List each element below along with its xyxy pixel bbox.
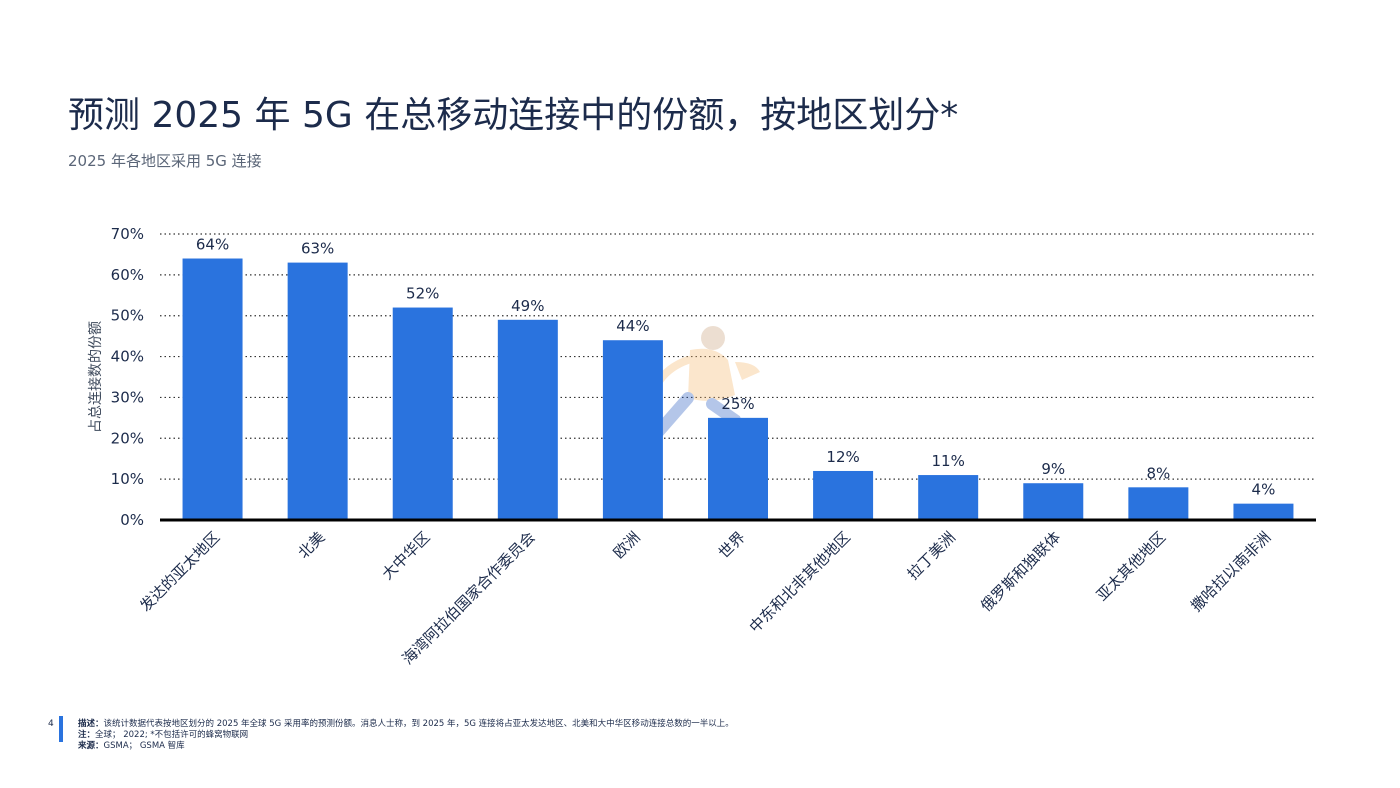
y-tick-label: 20% — [111, 429, 144, 447]
x-category-label: 发达的亚太地区 — [136, 528, 223, 615]
bar-chart: 0% 10% 20% 30% 40% 50% 60% 70% 64% 63% 52% 49% 44% 2… — [87, 225, 1316, 668]
bar — [602, 340, 663, 520]
y-axis-label: 占总连接数的份额 — [87, 321, 104, 433]
page-subtitle: 2025 年各地区采用 5G 连接 — [68, 152, 262, 170]
bar-value-label: 8% — [1146, 464, 1170, 482]
source-label: 来源： — [78, 741, 104, 751]
y-tick-label: 30% — [111, 388, 144, 406]
x-category-label: 大中华区 — [378, 528, 433, 583]
footer-note: 注：全球； 2022; *不包括许可的蜂窝物联网 — [78, 730, 248, 741]
y-tick-label: 50% — [111, 307, 144, 325]
y-axis-ticks: 0% 10% 20% 30% 40% 50% 60% 70% — [111, 225, 144, 529]
x-category-label: 亚太其他地区 — [1093, 528, 1169, 604]
y-tick-label: 60% — [111, 266, 144, 284]
description-text: 该统计数据代表按地区划分的 2025 年全球 5G 采用率的预测份额。消息人士称… — [103, 719, 734, 729]
footer-description: 描述：该统计数据代表按地区划分的 2025 年全球 5G 采用率的预测份额。消息… — [78, 719, 734, 730]
x-category-label: 中东和北非其他地区 — [746, 528, 854, 636]
bar — [918, 475, 979, 520]
note-label: 注： — [78, 730, 96, 740]
page-number: 4 — [48, 719, 54, 729]
x-category-label: 撒哈拉以南非洲 — [1187, 528, 1274, 615]
y-tick-label: 40% — [111, 348, 144, 366]
bar — [1128, 487, 1189, 520]
x-category-label: 拉丁美洲 — [904, 528, 959, 583]
bar — [392, 307, 453, 520]
footer-accent-bar — [59, 716, 63, 742]
bar-value-label: 64% — [196, 236, 229, 254]
y-tick-label: 0% — [120, 511, 144, 529]
bar — [813, 470, 874, 520]
bar-value-label: 52% — [406, 285, 439, 303]
bar — [497, 319, 558, 520]
y-tick-label: 10% — [111, 470, 144, 488]
bar — [287, 262, 348, 520]
bar-value-label: 9% — [1041, 460, 1065, 478]
description-label: 描述： — [78, 719, 104, 729]
bar-value-label: 49% — [511, 297, 544, 315]
bar-value-label: 44% — [616, 317, 649, 335]
x-category-label: 欧洲 — [610, 528, 644, 562]
bar-value-label: 63% — [301, 240, 334, 258]
bar-value-label: 25% — [721, 395, 754, 413]
chart-gridlines — [160, 233, 1316, 480]
source-text: GSMA； GSMA 智库 — [103, 741, 185, 751]
bar — [182, 258, 243, 520]
y-tick-label: 70% — [111, 225, 144, 243]
bar — [708, 417, 768, 520]
chart-bars — [182, 258, 1294, 520]
bar-value-label: 11% — [932, 452, 965, 470]
bar-value-label: 12% — [826, 448, 859, 466]
bar-value-label: 4% — [1252, 481, 1276, 499]
footer-source: 来源：GSMA； GSMA 智库 — [78, 741, 185, 752]
bar — [1023, 483, 1084, 520]
x-category-label: 世界 — [715, 528, 749, 562]
x-category-label: 俄罗斯和独联体 — [977, 528, 1064, 615]
page-title: 预测 2025 年 5G 在总移动连接中的份额，按地区划分* — [68, 95, 959, 136]
footer: 4 描述：该统计数据代表按地区划分的 2025 年全球 5G 采用率的预测份额。… — [48, 715, 948, 765]
note-text: 全球； 2022; *不包括许可的蜂窝物联网 — [95, 730, 249, 740]
bar — [1233, 503, 1294, 520]
x-category-label: 北美 — [295, 528, 329, 562]
data-labels: 64% 63% 52% 49% 44% 25% 12% 11% 9% 8% 4% — [196, 236, 1275, 499]
